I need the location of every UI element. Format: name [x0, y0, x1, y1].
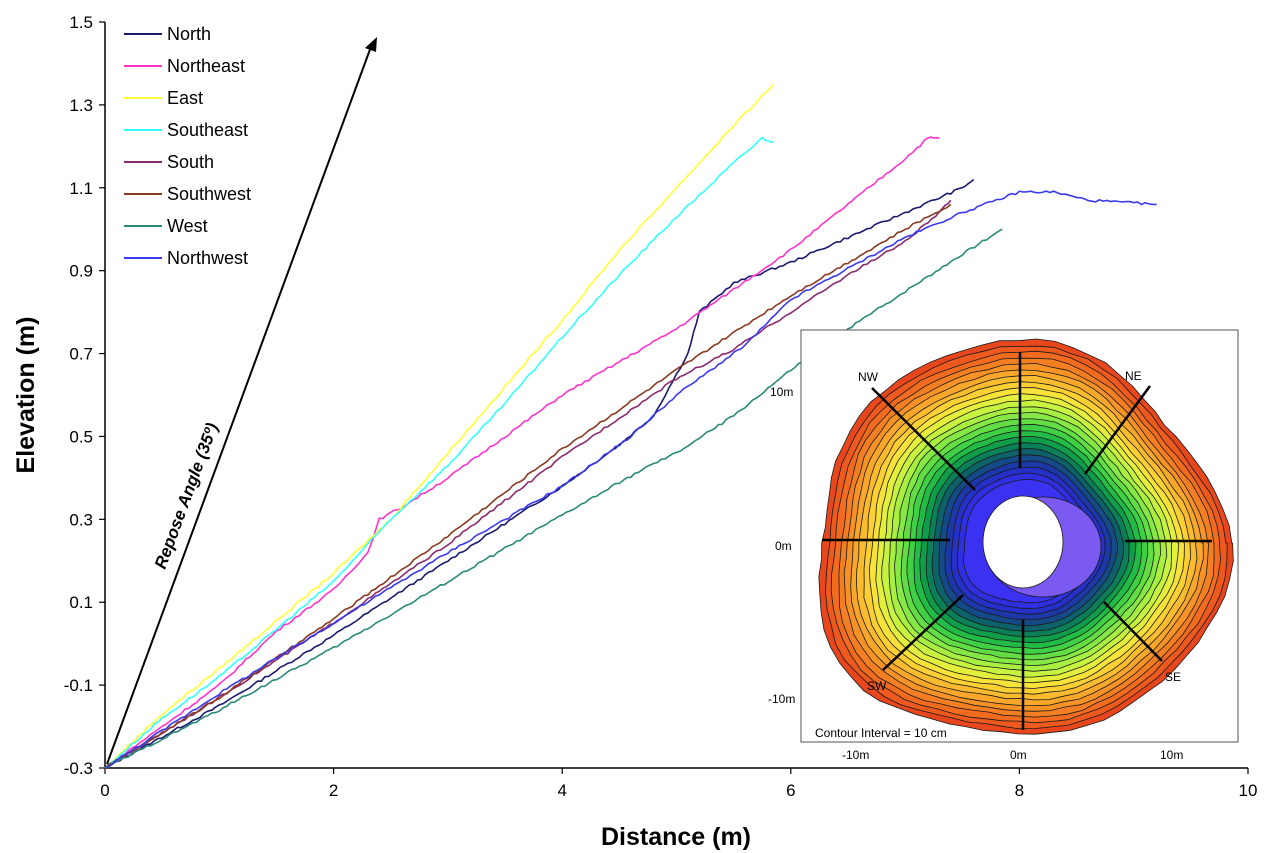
inset-label-ne: NE — [1125, 369, 1142, 383]
x-tick-labels: 0 2 4 6 8 10 — [100, 768, 1257, 800]
contour-map-inset: NW NE SW SE 10m 0m -10m -10m 0m 10m Cont… — [768, 329, 1239, 762]
repose-angle-annotation: Repose Angle (35º) — [106, 37, 377, 765]
y-tick-label: 0.7 — [69, 345, 93, 364]
legend-label-northwest: Northwest — [167, 248, 248, 268]
y-tick-label: 1.5 — [69, 13, 93, 32]
x-tick-label: 8 — [1015, 781, 1024, 800]
inset-xtick-neg10m: -10m — [842, 748, 869, 762]
repose-angle-arrow — [106, 43, 373, 765]
x-tick-label: 6 — [786, 781, 795, 800]
legend-label-east: East — [167, 88, 203, 108]
inset-caption: Contour Interval = 10 cm — [815, 726, 947, 740]
inset-xtick-0m: 0m — [1010, 748, 1027, 762]
transect-line — [882, 594, 964, 671]
legend-label-west: West — [167, 216, 208, 236]
legend-label-north: North — [167, 24, 211, 44]
legend-label-southwest: Southwest — [167, 184, 251, 204]
x-tick-label: 2 — [329, 781, 338, 800]
y-tick-label: 1.3 — [69, 96, 93, 115]
x-axis-title: Distance (m) — [601, 823, 751, 851]
transect-line — [1103, 601, 1163, 662]
y-tick-label: -0.3 — [64, 759, 93, 778]
y-tick-label: 0.9 — [69, 262, 93, 281]
series-line-west — [104, 228, 1003, 768]
arrow-head-icon — [365, 37, 377, 52]
inset-label-sw: SW — [867, 679, 887, 693]
transect-line — [1083, 385, 1152, 475]
x-tick-label: 10 — [1239, 781, 1258, 800]
x-tick-label: 0 — [100, 781, 109, 800]
inset-ytick-0m: 0m — [775, 539, 792, 553]
y-tick-label: 0.5 — [69, 427, 93, 446]
crater-hole — [982, 495, 1064, 589]
transect-lines — [822, 352, 1212, 730]
series-line-east — [104, 83, 775, 769]
inset-ytick-10m: 10m — [770, 385, 793, 399]
inset-xtick-10m: 10m — [1160, 748, 1183, 762]
contour-rings — [818, 338, 1234, 735]
legend-label-south: South — [167, 152, 214, 172]
series-line-southeast — [104, 136, 774, 769]
axes — [104, 22, 1248, 769]
y-tick-labels: -0.3 -0.1 0.1 0.3 0.5 0.7 0.9 1.1 1.3 1.5 — [64, 13, 105, 778]
y-tick-label: 0.1 — [69, 593, 93, 612]
series-line-south — [104, 199, 952, 770]
y-axis-title: Elevation (m) — [12, 317, 40, 474]
series-lines — [104, 83, 1157, 770]
inset-label-se: SE — [1165, 670, 1181, 684]
legend-label-southeast: Southeast — [167, 120, 248, 140]
inset-label-nw: NW — [858, 370, 879, 384]
y-tick-label: 1.1 — [69, 179, 93, 198]
y-tick-label: 0.3 — [69, 510, 93, 529]
transect-line — [871, 387, 976, 491]
legend: North Northeast East Southeast South Southwes… — [124, 24, 251, 268]
series-line-northeast — [104, 136, 940, 769]
series-line-northwest — [104, 190, 1157, 768]
x-tick-label: 4 — [557, 781, 566, 800]
series-line-north — [104, 178, 975, 769]
legend-label-northeast: Northeast — [167, 56, 245, 76]
inset-ytick-neg10m: -10m — [768, 692, 795, 706]
y-tick-label: -0.1 — [64, 676, 93, 695]
